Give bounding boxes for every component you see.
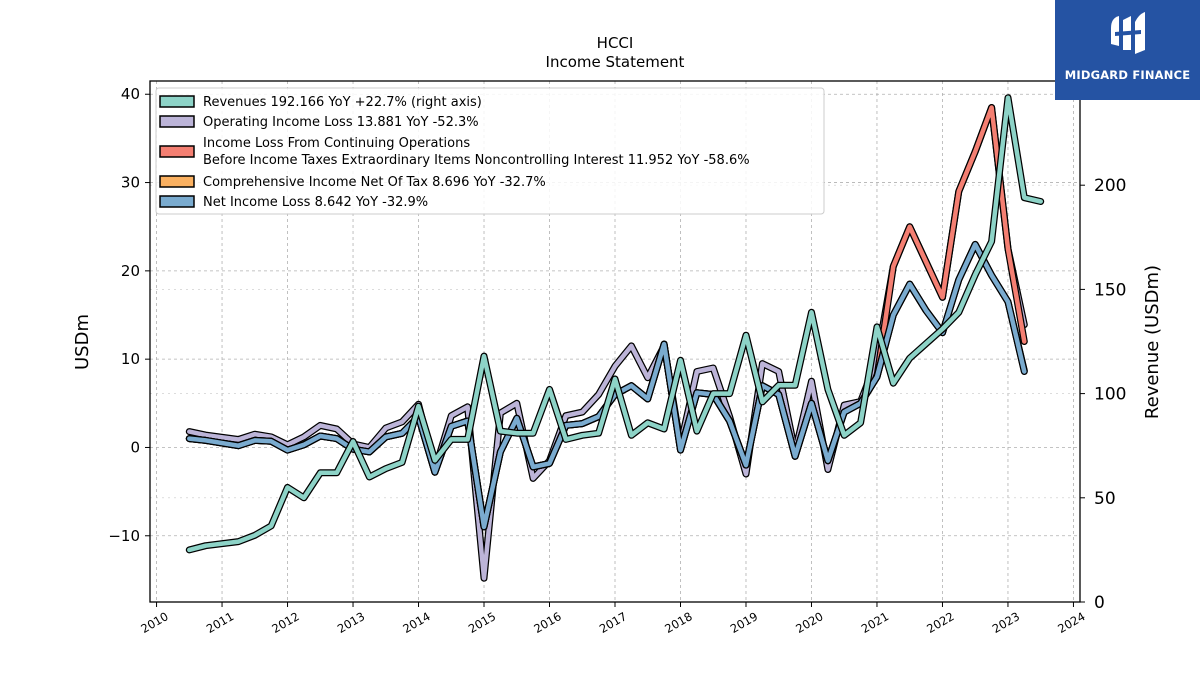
- y-tick-label: 20: [121, 262, 140, 280]
- x-tick-label: 2012: [269, 609, 301, 636]
- x-tick-label: 2010: [138, 609, 170, 636]
- legend-swatch: [159, 115, 195, 128]
- x-tick-label: 2023: [990, 609, 1022, 636]
- y-tick-label: −10: [108, 527, 140, 545]
- legend-label: Net Income Loss 8.642 YoY -32.9%: [203, 195, 428, 210]
- legend: Revenues 192.166 YoY +22.7% (right axis)…: [155, 87, 825, 215]
- logo-icon: [1111, 12, 1145, 54]
- midgard-finance-logo: MIDGARD FINANCE: [1055, 0, 1200, 100]
- y-right-tick-label: 50: [1094, 489, 1116, 509]
- chart-subtitle: Income Statement: [546, 53, 685, 71]
- x-tick-label: 2020: [793, 609, 825, 636]
- y-tick-label: 40: [121, 85, 140, 103]
- series-lines: [185, 94, 1045, 582]
- legend-box: [155, 87, 825, 215]
- legend-swatch: [159, 95, 195, 108]
- logo-text: MIDGARD FINANCE: [1064, 68, 1191, 82]
- chart-title: HCCI: [597, 34, 634, 52]
- x-tick-label: 2019: [728, 609, 760, 636]
- series-line-revenues: [187, 95, 1043, 553]
- legend-label: Operating Income Loss 13.881 YoY -52.3%: [203, 115, 479, 130]
- legend-label: Comprehensive Income Net Of Tax 8.696 Yo…: [203, 175, 546, 190]
- y-right-tick-label: 150: [1094, 280, 1126, 300]
- x-tick-label: 2017: [597, 609, 629, 636]
- y-tick-label: 30: [121, 174, 140, 192]
- y-right-tick-label: 0: [1094, 593, 1105, 613]
- legend-swatch: [159, 195, 195, 208]
- titles: HCCI Income Statement USDm Revenue (USDm…: [72, 34, 1163, 419]
- y-tick-label: 0: [130, 438, 140, 456]
- legend-label: Before Income Taxes Extraordinary Items …: [203, 153, 750, 168]
- y-tick-label: 10: [121, 350, 140, 368]
- x-tick-label: 2016: [531, 609, 563, 636]
- legend-label: Income Loss From Continuing Operations: [203, 136, 470, 151]
- y-right-tick-label: 100: [1094, 385, 1126, 405]
- x-tick-label: 2013: [335, 609, 367, 636]
- x-tick-label: 2022: [924, 609, 956, 636]
- y-axis-label: USDm: [72, 314, 93, 370]
- y-right-tick-label: 200: [1094, 176, 1126, 196]
- x-tick-label: 2011: [204, 609, 236, 636]
- series-line-net-income-loss: [187, 242, 1027, 530]
- x-tick-label: 2024: [1055, 609, 1087, 636]
- legend-swatch: [159, 145, 195, 158]
- legend-swatch: [159, 175, 195, 188]
- x-tick-label: 2015: [466, 609, 498, 636]
- x-tick-label: 2021: [859, 609, 891, 636]
- x-tick-label: 2014: [400, 609, 432, 636]
- legend-label: Revenues 192.166 YoY +22.7% (right axis): [203, 95, 482, 110]
- y-axis-right-label: Revenue (USDm): [1142, 265, 1163, 419]
- x-tick-label: 2018: [662, 609, 694, 636]
